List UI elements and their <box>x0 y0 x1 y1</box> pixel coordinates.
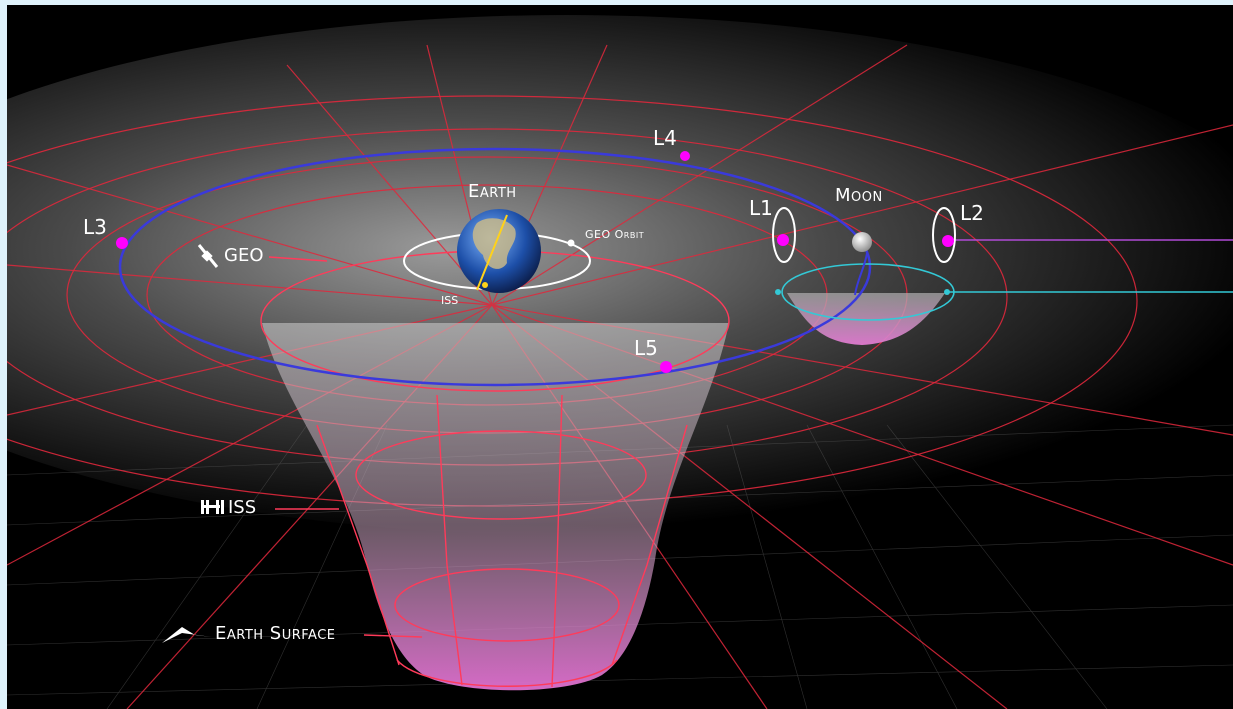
cyan-point-right <box>944 289 950 295</box>
l3-label: L3 <box>83 215 107 239</box>
iss-orbit-line <box>476 214 508 291</box>
l5-point <box>660 361 672 373</box>
earth-gravity-well <box>262 323 729 691</box>
iss-label: ISS <box>228 497 257 518</box>
geo-satellite-dot <box>567 239 575 247</box>
l1-label: L1 <box>749 196 773 220</box>
earth-continents <box>472 218 516 269</box>
l2-point <box>942 235 954 247</box>
satellite-icon <box>197 244 219 268</box>
moon-sphere <box>852 232 872 252</box>
gravity-well-diagram: Earth Moon GEO Orbit ISS GEO ISS Earth S… <box>7 5 1233 709</box>
leader-lines <box>268 256 423 638</box>
iss-small-label: ISS <box>441 294 459 307</box>
earth-surface-label: Earth Surface <box>215 623 336 644</box>
l4-label: L4 <box>653 126 677 150</box>
l5-label: L5 <box>634 336 658 360</box>
moon-gravity-well <box>787 293 945 345</box>
geo-label: GEO <box>224 245 264 266</box>
l4-point <box>680 151 690 161</box>
mountain-icon <box>162 627 212 643</box>
l3-point <box>116 237 128 249</box>
l2-label: L2 <box>960 201 984 225</box>
iss-dot <box>482 282 488 288</box>
geo-orbit-label: GEO Orbit <box>585 228 645 241</box>
moon-label: Moon <box>835 185 883 206</box>
earth-label: Earth <box>468 181 517 202</box>
moon-orbit <box>118 147 872 387</box>
gravity-well-svg <box>7 5 1233 709</box>
space-station-icon <box>201 500 224 514</box>
moon-orbit-drop <box>854 252 868 296</box>
l1-halo-orbit <box>772 207 796 263</box>
l1-point <box>777 234 789 246</box>
cyan-point-left <box>775 289 781 295</box>
l2-halo-orbit <box>932 207 956 263</box>
